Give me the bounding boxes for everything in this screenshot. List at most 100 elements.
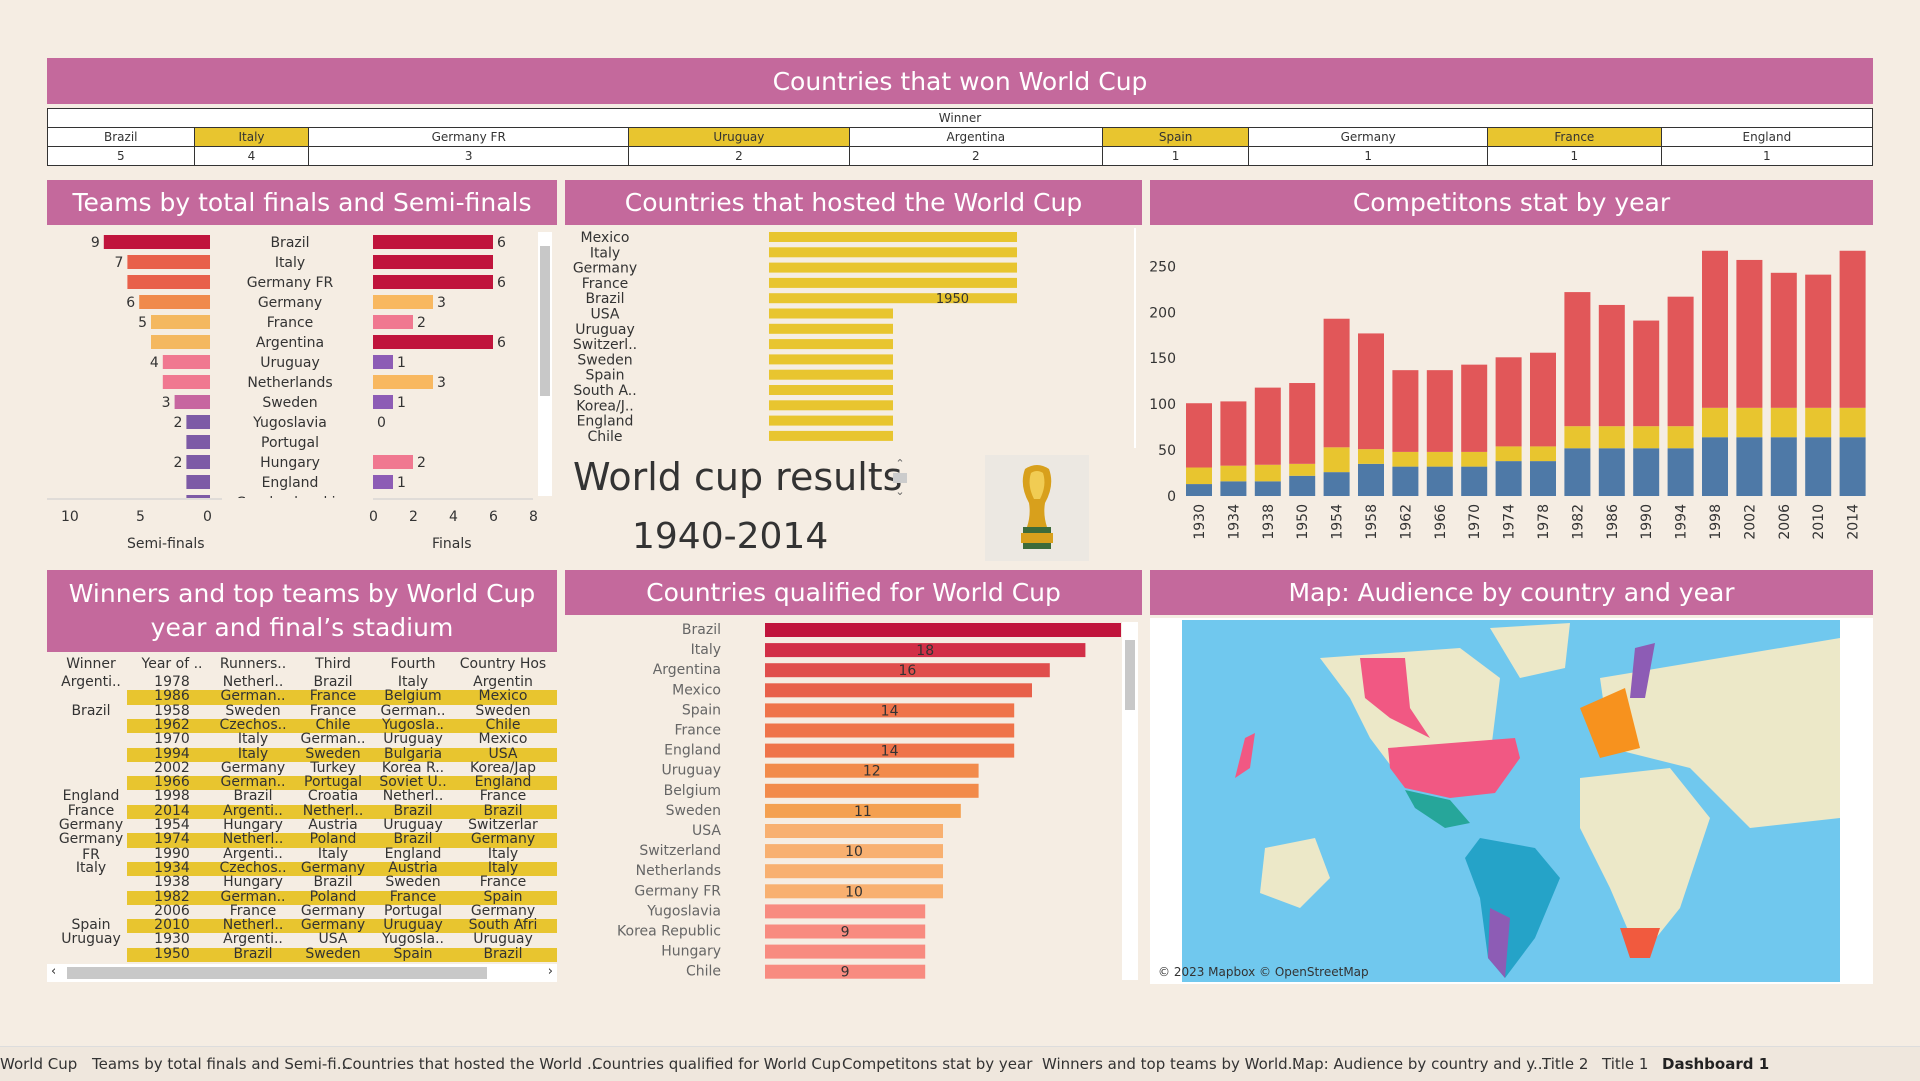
stats-bar-bottom[interactable] xyxy=(1426,466,1453,496)
final-bar[interactable] xyxy=(373,475,393,489)
stats-bar-top[interactable] xyxy=(1598,304,1625,427)
sheet-tab[interactable]: Countries qualified for World Cup xyxy=(592,1055,841,1073)
stats-bar-bottom[interactable] xyxy=(1358,463,1384,496)
hosted-bar[interactable] xyxy=(769,232,1017,242)
stats-bar-top[interactable] xyxy=(1392,370,1419,452)
stats-bar-top[interactable] xyxy=(1667,296,1694,427)
qualified-bar[interactable] xyxy=(765,763,979,778)
chevron-right-icon[interactable]: › xyxy=(547,964,553,979)
stats-bar-middle[interactable] xyxy=(1495,446,1522,462)
final-bar[interactable] xyxy=(373,395,393,409)
stats-bar-top[interactable] xyxy=(1702,250,1728,408)
finals-scrollbar[interactable] xyxy=(538,232,552,496)
final-bar[interactable] xyxy=(373,275,493,289)
stats-bar-middle[interactable] xyxy=(1254,464,1281,482)
qualified-bar[interactable] xyxy=(765,743,1015,758)
stats-bar-bottom[interactable] xyxy=(1220,481,1247,496)
stats-bar-top[interactable] xyxy=(1323,318,1350,448)
semi-final-bar[interactable] xyxy=(162,375,210,389)
sheet-tab[interactable]: World Cup xyxy=(0,1055,78,1073)
stats-bar-bottom[interactable] xyxy=(1667,448,1694,496)
stats-bar-top[interactable] xyxy=(1805,274,1832,408)
final-bar[interactable] xyxy=(373,355,393,369)
hosted-bar[interactable] xyxy=(769,415,893,426)
stats-bar-middle[interactable] xyxy=(1358,449,1384,464)
stats-bar-middle[interactable] xyxy=(1770,407,1797,438)
results-stepper[interactable]: ⌃ ⌄ xyxy=(893,457,907,501)
final-bar[interactable] xyxy=(373,455,413,469)
audience-map[interactable]: © 2023 Mapbox © OpenStreetMap xyxy=(1150,618,1873,984)
chevron-up-icon[interactable]: ⌃ xyxy=(895,457,905,470)
winners-hscroll-thumb[interactable] xyxy=(67,967,487,979)
stats-bar-middle[interactable] xyxy=(1633,426,1660,449)
stats-bar-bottom[interactable] xyxy=(1702,437,1728,496)
hosted-bar[interactable] xyxy=(769,323,893,334)
semi-final-bar[interactable] xyxy=(103,235,210,249)
final-bar[interactable] xyxy=(373,375,433,389)
stats-bar-middle[interactable] xyxy=(1564,426,1591,449)
stats-bar-top[interactable] xyxy=(1358,333,1384,450)
hosted-bar[interactable] xyxy=(769,293,1017,304)
qualified-bar[interactable] xyxy=(765,844,943,859)
qualified-bar[interactable] xyxy=(765,663,1050,678)
stats-bar-middle[interactable] xyxy=(1289,463,1316,476)
final-bar[interactable] xyxy=(373,235,493,249)
stats-bar-top[interactable] xyxy=(1254,387,1281,465)
semi-final-bar[interactable] xyxy=(174,395,210,409)
qualified-bar[interactable] xyxy=(765,864,943,879)
qualified-bar[interactable] xyxy=(765,904,926,919)
semi-final-bar[interactable] xyxy=(151,335,210,349)
hosted-bar[interactable] xyxy=(769,385,893,395)
sheet-tab[interactable]: Teams by total finals and Semi-fi... xyxy=(92,1055,352,1073)
sheet-tab[interactable]: Countries that hosted the World ... xyxy=(342,1055,602,1073)
stats-bar-bottom[interactable] xyxy=(1736,437,1763,496)
hosted-bar[interactable] xyxy=(769,247,1017,258)
stats-bar-top[interactable] xyxy=(1289,383,1316,464)
stats-bar-bottom[interactable] xyxy=(1770,437,1797,496)
sheet-tab[interactable]: Map: Audience by country and y... xyxy=(1292,1055,1548,1073)
winners-hscrollbar[interactable]: ‹ › xyxy=(47,964,557,982)
stats-bar-middle[interactable] xyxy=(1461,451,1488,467)
semi-final-bar[interactable] xyxy=(186,435,210,449)
semi-final-bar[interactable] xyxy=(127,275,210,289)
stats-bar-top[interactable] xyxy=(1564,292,1591,427)
stats-bar-bottom[interactable] xyxy=(1254,481,1281,496)
final-bar[interactable] xyxy=(373,295,433,309)
sheet-tab[interactable]: Competitons stat by year xyxy=(842,1055,1033,1073)
qualified-scroll-thumb[interactable] xyxy=(1125,640,1135,710)
stats-bar-bottom[interactable] xyxy=(1839,437,1866,496)
finals-scroll-thumb[interactable] xyxy=(540,246,550,396)
stats-bar-top[interactable] xyxy=(1633,320,1660,427)
qualified-bar[interactable] xyxy=(765,683,1032,698)
stats-bar-bottom[interactable] xyxy=(1495,461,1522,496)
stats-bar-middle[interactable] xyxy=(1598,426,1625,449)
stats-bar-bottom[interactable] xyxy=(1598,448,1625,496)
stats-bar-middle[interactable] xyxy=(1736,407,1763,438)
stats-bar-middle[interactable] xyxy=(1323,447,1350,473)
stats-bar-top[interactable] xyxy=(1220,401,1247,466)
stats-bar-bottom[interactable] xyxy=(1323,472,1350,496)
stats-bar-middle[interactable] xyxy=(1220,465,1247,482)
semi-final-bar[interactable] xyxy=(127,255,210,269)
semi-final-bar[interactable] xyxy=(162,355,210,369)
qualified-bar[interactable] xyxy=(765,783,979,798)
stats-bar-middle[interactable] xyxy=(1805,407,1832,438)
stats-bar-top[interactable] xyxy=(1530,352,1556,447)
semi-final-bar[interactable] xyxy=(186,455,210,469)
stats-bar-top[interactable] xyxy=(1736,259,1763,408)
hosted-bar[interactable] xyxy=(769,262,1017,273)
semi-final-bar[interactable] xyxy=(186,415,210,429)
stats-bar-top[interactable] xyxy=(1426,370,1453,452)
qualified-bar[interactable] xyxy=(765,964,926,979)
stats-bar-bottom[interactable] xyxy=(1186,484,1212,496)
sheet-tab[interactable]: Title 1 xyxy=(1602,1055,1649,1073)
stepper-thumb[interactable] xyxy=(893,473,907,483)
qualified-bar[interactable] xyxy=(765,623,1121,637)
stats-bar-middle[interactable] xyxy=(1667,426,1694,449)
stats-bar-middle[interactable] xyxy=(1702,407,1728,438)
hosted-bar[interactable] xyxy=(769,339,893,350)
hosted-bar[interactable] xyxy=(769,400,893,411)
chevron-left-icon[interactable]: ‹ xyxy=(51,964,57,979)
stats-bar-top[interactable] xyxy=(1186,403,1212,468)
stats-bar-middle[interactable] xyxy=(1392,451,1419,467)
